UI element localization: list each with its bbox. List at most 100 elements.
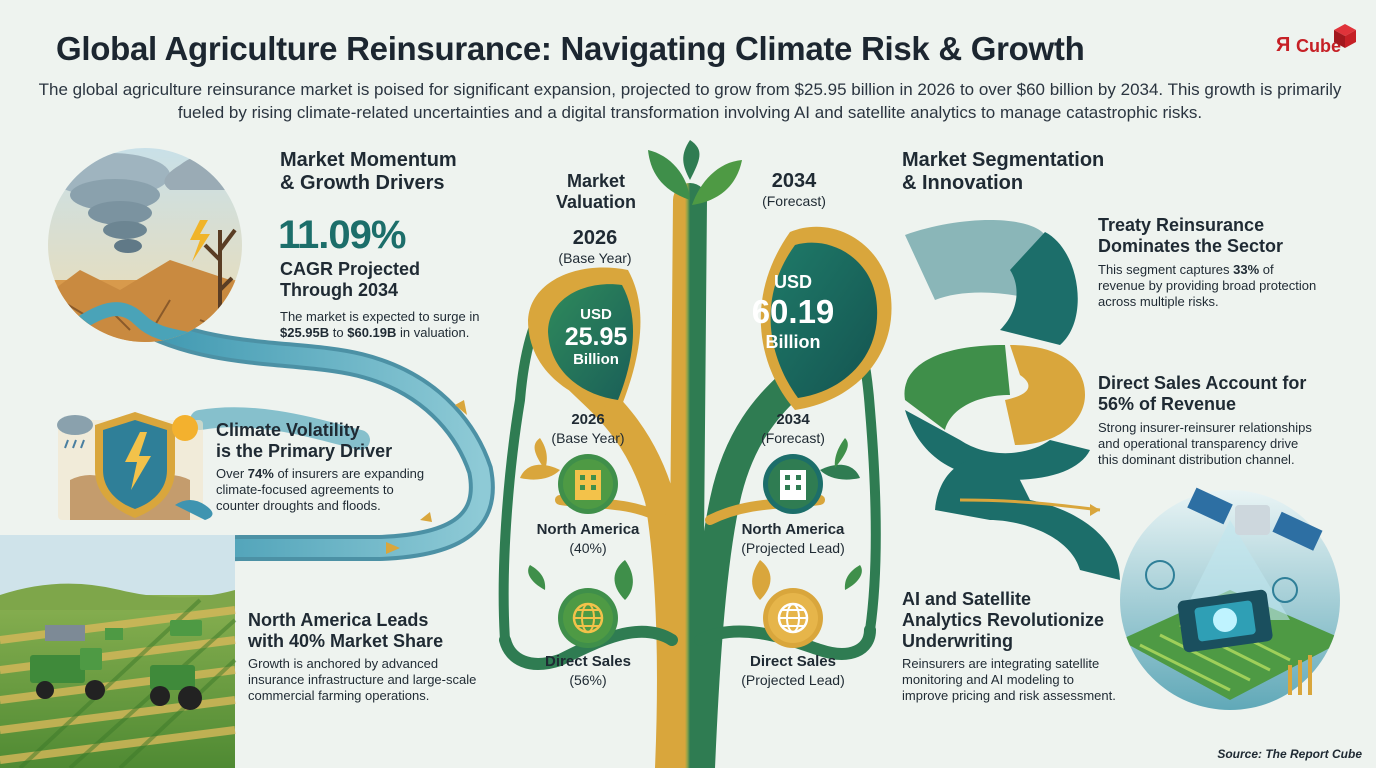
branch-right-year-value: 2034 xyxy=(776,411,810,428)
climate-heading: Climate Volatility is the Primary Driver xyxy=(216,420,392,462)
treaty-heading: Treaty Reinsurance Dominates the Sector xyxy=(1098,215,1283,257)
branch-left-region-name: North America xyxy=(536,521,640,538)
leaf-left-currency: USD xyxy=(580,306,612,323)
building-icon xyxy=(558,454,618,514)
leaf-right-value: USD 60.19 Billion xyxy=(743,271,843,353)
treaty-body-line2: revenue by providing broad protection xyxy=(1098,278,1317,293)
treaty-body-line3: across multiple risks. xyxy=(1098,294,1219,309)
valuation-label: Market Valuation xyxy=(548,171,644,213)
segmentation-heading: Market Segmentation & Innovation xyxy=(902,149,1104,195)
satellite-ai-chip-illustration xyxy=(1120,487,1340,710)
page-subtitle: The global agriculture reinsurance marke… xyxy=(38,80,1342,122)
leaf-left-number: 25.95 xyxy=(564,323,628,351)
leaf-right-currency: USD xyxy=(773,272,812,292)
north-america-body-line1: Growth is anchored by advanced xyxy=(248,656,439,671)
branch-right-year: 2034 (Forecast) xyxy=(728,411,858,447)
ai-heading-line3: Underwriting xyxy=(902,631,1013,651)
company-logo: Я Cube xyxy=(1270,22,1360,66)
treaty-stat: 33% xyxy=(1233,262,1260,277)
branch-left-region: North America (40%) xyxy=(520,521,656,557)
treaty-body-pre: This segment captures xyxy=(1098,262,1234,277)
branch-left-year-value: 2026 xyxy=(571,411,605,428)
value-2034: $60.19B xyxy=(347,325,397,340)
shield-lightning-icon xyxy=(57,412,213,520)
north-america-body: Growth is anchored by advanced insurance… xyxy=(248,656,476,704)
branch-right-year-sub: (Forecast) xyxy=(761,430,825,446)
ai-body: Reinsurers are integrating satellite mon… xyxy=(902,656,1116,704)
direct-sales-heading-line2: 56% of Revenue xyxy=(1098,394,1237,414)
ai-heading-line2: Analytics Revolutionize xyxy=(902,610,1105,630)
treaty-body: This segment captures 33% of revenue by … xyxy=(1098,262,1316,310)
direct-sales-body-line1: Strong insurer-reinsurer relationships xyxy=(1098,420,1312,435)
direct-sales-heading-line1: Direct Sales Account for xyxy=(1098,373,1307,393)
climate-heading-line1: Climate Volatility xyxy=(216,420,360,440)
cagr-label: CAGR Projected Through 2034 xyxy=(280,259,420,301)
branch-right-channel-sub: (Projected Lead) xyxy=(741,672,845,688)
treaty-body-line1: This segment captures 33% of xyxy=(1098,262,1316,278)
forecast-label: (Forecast) xyxy=(762,193,826,209)
segment-donut-graphic xyxy=(904,220,1120,580)
base-year-label: (Base Year) xyxy=(558,250,632,266)
branch-right-region-name: North America xyxy=(741,521,845,538)
climate-body-line2: climate-focused agreements to xyxy=(216,482,394,497)
leaf-left-value: USD 25.95 Billion xyxy=(556,306,636,368)
branch-right-region-sub: (Projected Lead) xyxy=(741,540,845,556)
direct-sales-body-line3: this dominant distribution channel. xyxy=(1098,452,1295,467)
building-icon xyxy=(763,454,823,514)
year-2026-top: 2026 (Base Year) xyxy=(545,228,645,267)
logo-text: Cube xyxy=(1296,36,1341,56)
climate-body: Over 74% of insurers are expanding clima… xyxy=(216,466,424,514)
climate-body-line3: counter droughts and floods. xyxy=(216,498,381,513)
year-2034-label: 2034 xyxy=(771,170,817,192)
momentum-heading-line1: Market Momentum xyxy=(280,149,457,171)
momentum-body-mid: to xyxy=(329,325,348,340)
branch-left-region-sub: (40%) xyxy=(569,540,607,556)
direct-sales-body: Strong insurer-reinsurer relationships a… xyxy=(1098,420,1312,468)
cube-icon xyxy=(1334,24,1356,48)
branch-left-channel-sub: (56%) xyxy=(569,672,607,688)
north-america-heading: North America Leads with 40% Market Shar… xyxy=(248,610,443,652)
valuation-label-line2: Valuation xyxy=(555,192,636,212)
tornado-illustration xyxy=(48,148,242,342)
ai-body-line2: monitoring and AI modeling to xyxy=(902,672,1074,687)
north-america-body-line2: insurance infrastructure and large-scale xyxy=(248,672,477,687)
ai-heading: AI and Satellite Analytics Revolutionize… xyxy=(902,589,1104,652)
treaty-body-line1-end: of xyxy=(1259,262,1274,277)
treaty-heading-line1: Treaty Reinsurance xyxy=(1098,215,1265,235)
source-credit: Source: The Report Cube xyxy=(1217,747,1362,761)
climate-stat: 74% xyxy=(247,466,274,481)
valuation-label-line1: Market xyxy=(566,171,626,191)
branch-left-year: 2026 (Base Year) xyxy=(528,411,648,447)
globe-icon xyxy=(763,588,823,648)
tree-graphic xyxy=(498,140,881,768)
cagr-stat: 11.09% xyxy=(278,213,406,257)
north-america-body-line3: commercial farming operations. xyxy=(248,688,430,703)
momentum-body-line1: The market is expected to surge in xyxy=(280,309,480,324)
north-america-heading-line2: with 40% Market Share xyxy=(248,631,444,651)
branch-left-channel-name: Direct Sales xyxy=(545,653,631,670)
year-2026-label: 2026 xyxy=(572,227,618,249)
segmentation-heading-line2: & Innovation xyxy=(902,172,1024,194)
climate-body-line1: Over 74% of insurers are expanding xyxy=(216,466,424,482)
year-2034-top: 2034 (Forecast) xyxy=(742,171,846,210)
branch-right-channel: Direct Sales (Projected Lead) xyxy=(723,653,863,689)
branch-right-channel-name: Direct Sales xyxy=(750,653,836,670)
treaty-heading-line2: Dominates the Sector xyxy=(1098,236,1284,256)
cagr-label-line1: CAGR Projected xyxy=(280,259,421,279)
globe-icon xyxy=(558,588,618,648)
farm-harvest-illustration xyxy=(0,535,237,768)
momentum-heading-line2: & Growth Drivers xyxy=(280,172,445,194)
direct-sales-body-line2: and operational transparency drive xyxy=(1098,436,1299,451)
value-2026: $25.95B xyxy=(280,325,330,340)
page-title: Global Agriculture Reinsurance: Navigati… xyxy=(56,30,1085,67)
direct-sales-heading: Direct Sales Account for 56% of Revenue xyxy=(1098,373,1306,415)
leaf-left-unit: Billion xyxy=(573,351,619,368)
leaf-right-unit: Billion xyxy=(765,332,821,352)
cagr-label-line2: Through 2034 xyxy=(280,280,399,300)
leaf-right xyxy=(770,242,878,398)
north-america-heading-line1: North America Leads xyxy=(248,610,429,630)
ai-body-line3: improve pricing and risk assessment. xyxy=(902,688,1116,703)
leaf-left xyxy=(548,284,634,400)
branch-left-channel: Direct Sales (56%) xyxy=(528,653,648,689)
